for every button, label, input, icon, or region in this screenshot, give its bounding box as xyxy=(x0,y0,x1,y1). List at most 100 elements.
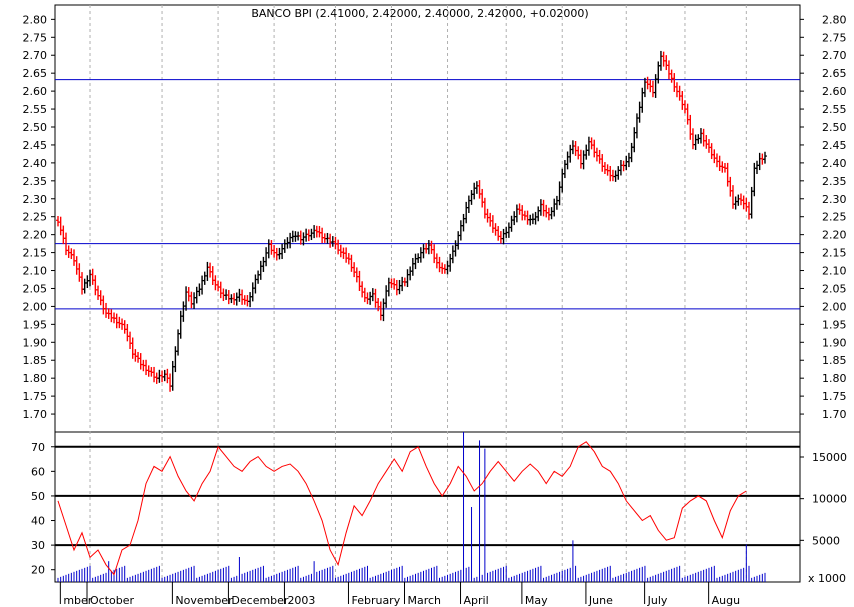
price-tick-right-13: 2.15 xyxy=(822,247,847,260)
ohlc-bar-121 xyxy=(378,301,383,321)
ohlc-bar-43 xyxy=(170,360,175,391)
ohlc-bar-84 xyxy=(280,243,285,260)
price-tick-right-5: 2.55 xyxy=(822,103,847,116)
ohlc-bar-228 xyxy=(664,55,669,71)
ohlc-bar-255 xyxy=(736,194,741,206)
ohlc-bar-41 xyxy=(165,368,170,384)
ohlc-bar-215 xyxy=(629,142,634,163)
ohlc-bar-153 xyxy=(464,201,469,224)
price-tick-right-8: 2.40 xyxy=(822,157,847,170)
x-label-3: December xyxy=(231,594,289,607)
price-tick-left-16: 2.00 xyxy=(23,300,48,313)
ohlc-bar-17 xyxy=(101,295,106,315)
ohlc-bar-104 xyxy=(333,236,338,250)
ohlc-bar-187 xyxy=(554,195,559,210)
ohlc-bar-223 xyxy=(650,80,655,98)
ohlc-bar-196 xyxy=(578,149,583,169)
ohlc-bar-73 xyxy=(250,282,255,302)
price-tick-right-16: 2.00 xyxy=(822,300,847,313)
ohlc-bar-189 xyxy=(560,168,565,193)
price-tick-right-19: 1.85 xyxy=(822,354,847,367)
ohlc-bar-248 xyxy=(717,155,722,172)
x-label-9: June xyxy=(588,594,613,607)
ohlc-bar-75 xyxy=(256,270,261,284)
ohlc-bar-202 xyxy=(594,147,599,162)
ohlc-bar-67 xyxy=(234,292,239,306)
ohlc-bar-18 xyxy=(104,302,109,318)
ohlc-bar-33 xyxy=(144,359,149,376)
ohlc-bar-170 xyxy=(509,215,514,232)
ohlc-bar-192 xyxy=(568,144,573,163)
price-tick-left-14: 2.10 xyxy=(23,265,48,278)
ohlc-bar-69 xyxy=(240,289,245,305)
ohlc-bar-197 xyxy=(581,150,586,170)
ohlc-bar-25 xyxy=(122,320,127,334)
price-bars xyxy=(56,50,767,392)
ohlc-bar-133 xyxy=(410,257,415,276)
ohlc-bar-95 xyxy=(309,228,314,241)
volume-unit-label: x 1000 xyxy=(808,572,846,585)
ohlc-bar-29 xyxy=(133,349,138,362)
ohlc-bar-115 xyxy=(362,287,367,303)
ohlc-bar-258 xyxy=(744,197,749,212)
indicator-tick-0: 70 xyxy=(31,441,45,454)
ohlc-bar-220 xyxy=(642,77,647,98)
indicator-tick-1: 60 xyxy=(31,465,45,478)
ohlc-bar-9 xyxy=(80,272,85,295)
ohlc-bar-154 xyxy=(466,195,471,213)
ohlc-bar-185 xyxy=(549,207,554,220)
ohlc-bar-117 xyxy=(368,291,373,305)
ohlc-bar-225 xyxy=(656,61,661,84)
ohlc-bar-158 xyxy=(477,180,482,199)
indicator-tick-5: 20 xyxy=(31,564,45,577)
x-label-10: July xyxy=(647,594,668,607)
ohlc-bar-219 xyxy=(640,87,645,113)
price-tick-left-0: 2.80 xyxy=(23,13,48,26)
price-tick-left-22: 1.70 xyxy=(23,408,48,421)
ohlc-bar-214 xyxy=(626,152,631,168)
ohlc-bar-146 xyxy=(445,260,450,275)
ohlc-bar-181 xyxy=(538,199,543,216)
ohlc-bar-213 xyxy=(624,155,629,171)
price-tick-left-2: 2.70 xyxy=(23,49,48,62)
ohlc-bar-134 xyxy=(413,253,418,270)
ohlc-bar-218 xyxy=(637,101,642,123)
ohlc-bar-235 xyxy=(682,100,687,114)
price-tick-left-12: 2.20 xyxy=(23,229,48,242)
ohlc-bar-149 xyxy=(453,240,458,257)
price-tick-left-15: 2.05 xyxy=(23,282,48,295)
price-tick-left-11: 2.25 xyxy=(23,211,48,224)
ohlc-bar-259 xyxy=(746,201,751,220)
price-tick-right-3: 2.65 xyxy=(822,67,847,80)
ohlc-bar-93 xyxy=(304,228,309,242)
ohlc-bar-164 xyxy=(493,223,498,236)
ohlc-bar-136 xyxy=(418,247,423,263)
x-label-1: October xyxy=(90,594,134,607)
ohlc-bar-8 xyxy=(77,263,82,282)
ohlc-bar-50 xyxy=(189,291,194,309)
ohlc-bar-2 xyxy=(61,225,66,245)
ohlc-bar-139 xyxy=(426,240,431,255)
ohlc-bar-112 xyxy=(354,267,359,283)
ohlc-bar-142 xyxy=(434,253,439,269)
ohlc-bar-174 xyxy=(520,205,525,221)
ohlc-bar-242 xyxy=(701,128,706,147)
ohlc-bar-180 xyxy=(536,206,541,222)
ohlc-bar-265 xyxy=(763,151,767,164)
volume-tick-1: 10000 xyxy=(812,493,847,506)
price-tick-right-15: 2.05 xyxy=(822,282,847,295)
ohlc-bar-76 xyxy=(258,260,263,280)
ohlc-bar-80 xyxy=(269,240,274,255)
price-tick-left-10: 2.30 xyxy=(23,193,48,206)
price-tick-right-2: 2.70 xyxy=(822,49,847,62)
ohlc-bar-81 xyxy=(272,245,277,258)
ohlc-bar-190 xyxy=(562,160,567,179)
indicator-axis-left: 70 60 50 40 30 20 xyxy=(31,441,55,577)
ohlc-bar-30 xyxy=(136,351,141,363)
ohlc-bar-200 xyxy=(589,137,594,150)
ohlc-bar-105 xyxy=(336,239,341,255)
x-label-2: November xyxy=(175,594,233,607)
ohlc-bar-1 xyxy=(58,216,63,236)
ohlc-bar-171 xyxy=(512,211,517,226)
